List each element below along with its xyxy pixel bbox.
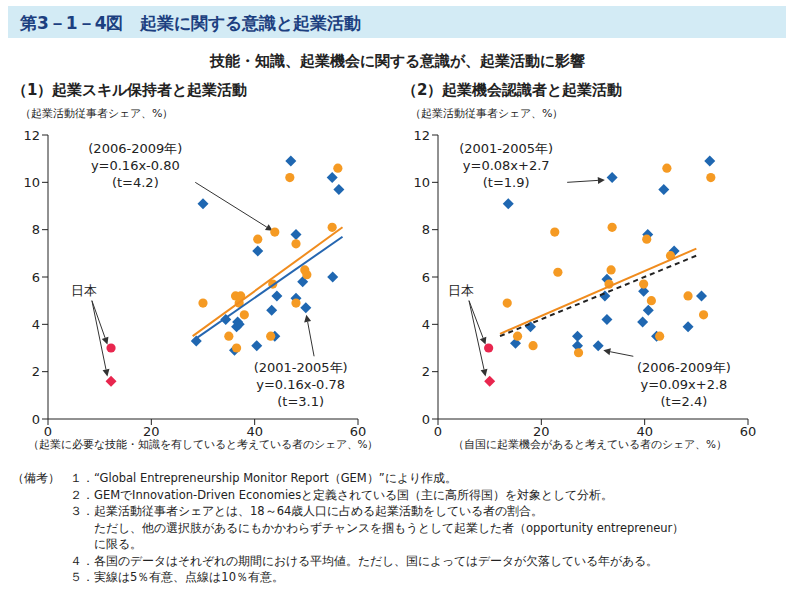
svg-text:(2006-2009年)y=0.09x+2.8(t=2.4): (2006-2009年)y=0.09x+2.8(t=2.4) [637, 359, 731, 408]
svg-text:8: 8 [422, 222, 430, 237]
html-text:３．起業活動従事者シェアとは、18～64歳人口に占める起業活: ３．起業活動従事者シェアとは、18～64歳人口に占める起業活動をしている者の割合… [70, 504, 544, 518]
svg-text:12: 12 [413, 128, 430, 143]
html-text:（起業に必要な技能・知識を有していると考えている者のシェア、: （起業に必要な技能・知識を有していると考えている者のシェア、%） [27, 438, 379, 450]
svg-text:(2001-2005年)y=0.16x-0.78(t=3.1: (2001-2005年)y=0.16x-0.78(t=3.1) [254, 359, 348, 408]
html-text:に限る。: に限る。 [94, 537, 142, 551]
svg-text:4: 4 [422, 317, 430, 332]
svg-text:10: 10 [23, 175, 40, 190]
svg-text:60: 60 [740, 424, 757, 439]
svg-text:日本: 日本 [448, 283, 474, 298]
html-text:（1）起業スキル保持者と起業活動: （1）起業スキル保持者と起業活動 [12, 81, 248, 99]
html-text:技能・知識、起業機会に関する意識が、起業活動に影響: 技能・知識、起業機会に関する意識が、起業活動に影響 [209, 52, 585, 70]
svg-text:20: 20 [533, 424, 550, 439]
html-text:（自国に起業機会があると考えている者のシェア、%）: （自国に起業機会があると考えている者のシェア、%） [453, 438, 727, 450]
svg-text:0: 0 [44, 424, 52, 439]
svg-text:6: 6 [422, 270, 430, 285]
html-text:５．実線は5％有意、点線は10％有意。: ５．実線は5％有意、点線は10％有意。 [70, 570, 284, 584]
svg-text:40: 40 [246, 424, 263, 439]
svg-text:日本: 日本 [71, 283, 97, 298]
svg-text:20: 20 [143, 424, 160, 439]
html-text:４．各国のデータはそれぞれの期間における平均値。ただし、国に: ４．各国のデータはそれぞれの期間における平均値。ただし、国によってはデータが欠落… [70, 553, 658, 568]
svg-text:2: 2 [422, 364, 430, 379]
html-text:２．GEMでInnovation-Driven Econom: ２．GEMでInnovation-Driven Economiesと定義されてい… [70, 487, 614, 502]
svg-text:60: 60 [350, 424, 367, 439]
html-text:１．“Global Entrepreneurship Mon: １．“Global Entrepreneurship Monitor Repor… [70, 471, 457, 485]
svg-text:12: 12 [23, 128, 40, 143]
svg-text:0: 0 [422, 412, 430, 427]
svg-text:8: 8 [32, 222, 40, 237]
svg-text:0: 0 [32, 412, 40, 427]
html-text:（2）起業機会認識者と起業活動: （2）起業機会認識者と起業活動 [402, 81, 623, 99]
svg-text:40: 40 [636, 424, 653, 439]
html-text:（起業活動従事者シェア、%）: （起業活動従事者シェア、%） [20, 107, 174, 120]
svg-text:4: 4 [32, 317, 40, 332]
svg-text:10: 10 [413, 175, 430, 190]
html-text:（備考）: （備考） [12, 471, 60, 485]
html-text:ただし、他の選択肢があるにもかかわらずチャンスを掴もうとして: ただし、他の選択肢があるにもかかわらずチャンスを掴もうとして起業した者（oppo… [94, 520, 685, 535]
svg-text:6: 6 [32, 270, 40, 285]
svg-text:(2006-2009年)y=0.16x-0.80(t=4.2: (2006-2009年)y=0.16x-0.80(t=4.2) [88, 140, 182, 189]
svg-text:(2001-2005年)y=0.08x+2.7(t=1.9): (2001-2005年)y=0.08x+2.7(t=1.9) [459, 140, 553, 189]
html-text:第3－1－4図 起業に関する意識と起業活動: 第3－1－4図 起業に関する意識と起業活動 [20, 13, 362, 33]
html-text:（起業活動従事者シェア、%）: （起業活動従事者シェア、%） [410, 107, 564, 120]
svg-text:2: 2 [32, 364, 40, 379]
svg-text:0: 0 [434, 424, 442, 439]
